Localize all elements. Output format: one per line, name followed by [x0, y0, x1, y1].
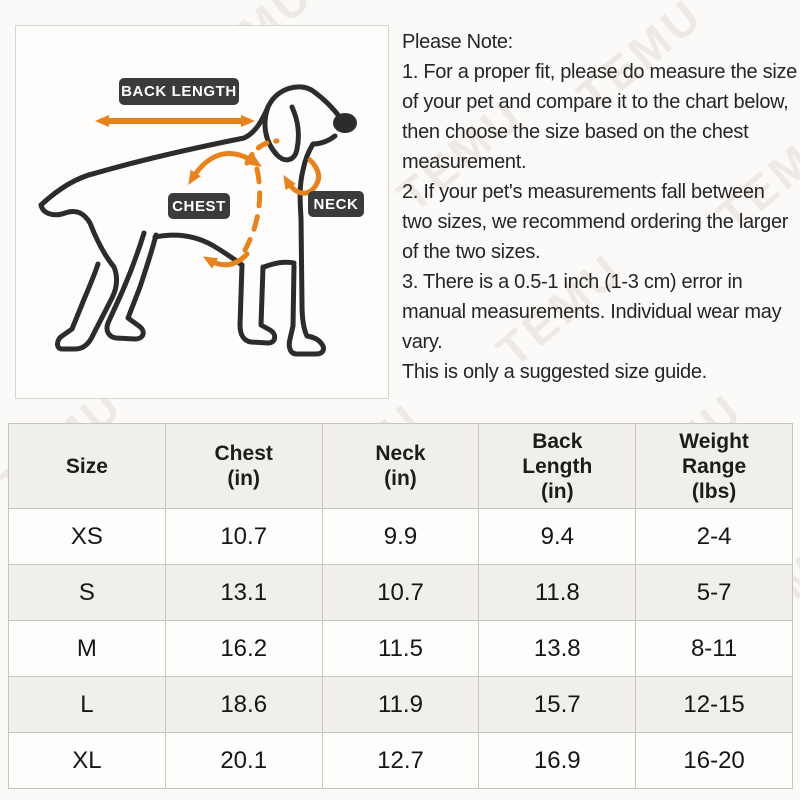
dog-body-outline: [38, 84, 344, 357]
cell-size: XL: [8, 732, 166, 789]
cell-chest: 13.1: [164, 564, 323, 621]
cell-back-length: 16.9: [478, 732, 637, 789]
measurement-marks: [95, 115, 322, 269]
cell-weight-range: 5-7: [635, 564, 793, 621]
cell-weight-range: 8-11: [635, 620, 793, 677]
chest-girth-arrow-bottom: [202, 251, 250, 269]
cell-back-length: 15.7: [478, 676, 637, 733]
dog-nose: [333, 113, 357, 133]
note-footer: This is only a suggested size guide.: [402, 361, 707, 383]
size-chart-table: Size Chest (in) Neck (in) Back Length (i…: [8, 423, 793, 789]
table-row-m: M 16.2 11.5 13.8 8-11: [8, 620, 793, 677]
chest-girth-arrow-top: [188, 151, 262, 185]
cell-chest: 18.6: [164, 676, 323, 733]
dog-outline-illustration: [38, 84, 357, 357]
table-row-xs: XS 10.7 9.9 9.4 2-4: [8, 508, 793, 565]
cell-neck: 12.7: [321, 732, 480, 789]
cell-size: S: [8, 564, 166, 621]
column-header-neck: Neck (in): [321, 423, 480, 509]
column-header-chest: Chest (in): [164, 423, 323, 509]
back-length-label: BACK LENGTH: [119, 78, 239, 105]
neck-label: NECK: [308, 191, 364, 217]
cell-neck: 11.9: [321, 676, 480, 733]
dog-measurement-diagram: BACK LENGTH CHEST NECK: [15, 25, 389, 399]
note-item-3: 3. There is a 0.5-1 inch (1-3 cm) error …: [402, 271, 782, 353]
cell-chest: 16.2: [164, 620, 323, 677]
cell-weight-range: 16-20: [635, 732, 793, 789]
note-item-1: 1. For a proper fit, please do measure t…: [402, 61, 798, 173]
table-row-s: S 13.1 10.7 11.8 5-7: [8, 564, 793, 621]
neck-girth-dashed: [244, 138, 280, 166]
cell-weight-range: 12-15: [635, 676, 793, 733]
note-text-block: Please Note: 1. For a proper fit, please…: [402, 27, 798, 387]
cell-neck: 10.7: [321, 564, 480, 621]
column-header-back-length: Back Length (in): [478, 423, 637, 509]
dog-ear: [262, 104, 301, 163]
table-row-l: L 18.6 11.9 15.7 12-15: [8, 676, 793, 733]
chest-girth-dashed: [242, 166, 263, 253]
cell-chest: 20.1: [164, 732, 323, 789]
cell-back-length: 9.4: [478, 508, 637, 565]
note-item-2: 2. If your pet's measurements fall betwe…: [402, 181, 789, 263]
cell-back-length: 11.8: [478, 564, 637, 621]
cell-size: M: [8, 620, 166, 677]
cell-size: XS: [8, 508, 166, 565]
cell-chest: 10.7: [164, 508, 323, 565]
cell-back-length: 13.8: [478, 620, 637, 677]
cell-neck: 11.5: [321, 620, 480, 677]
column-header-size: Size: [8, 423, 166, 509]
cell-neck: 9.9: [321, 508, 480, 565]
cell-weight-range: 2-4: [635, 508, 793, 565]
chest-label: CHEST: [168, 193, 230, 219]
table-header-row: Size Chest (in) Neck (in) Back Length (i…: [8, 423, 793, 509]
note-title: Please Note:: [402, 31, 513, 53]
column-header-weight-range: Weight Range (lbs): [635, 423, 793, 509]
cell-size: L: [8, 676, 166, 733]
table-row-xl: XL 20.1 12.7 16.9 16-20: [8, 732, 793, 789]
neck-girth-arrow: [283, 157, 322, 196]
